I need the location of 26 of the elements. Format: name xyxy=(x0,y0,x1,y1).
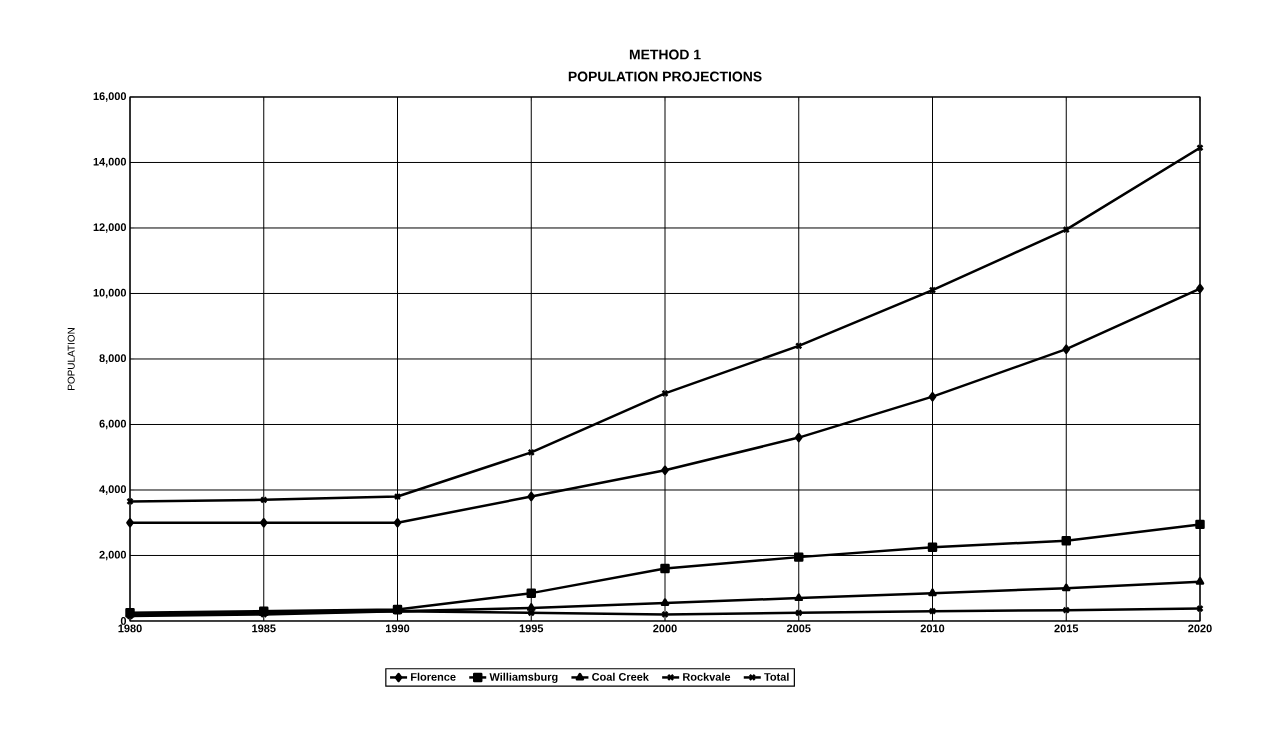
x-tick-label: 1980 xyxy=(118,624,142,633)
legend-label: Coal Creek xyxy=(592,672,649,681)
y-tick-label: 4,000 xyxy=(99,485,127,495)
x-tick-label: 1995 xyxy=(519,624,544,633)
legend-label: Rockvale xyxy=(683,672,731,681)
x-tick-label: 2010 xyxy=(920,624,945,633)
x-tick-label: 2005 xyxy=(786,624,811,633)
x-tick-label: 2020 xyxy=(1188,624,1212,633)
x-tick-label: 1985 xyxy=(252,624,276,633)
y-axis-title: POPULATION xyxy=(67,328,75,390)
x-tick-label: 2015 xyxy=(1054,624,1079,633)
chart-subtitle: POPULATION PROJECTIONS xyxy=(568,71,762,82)
y-tick-label: 6,000 xyxy=(99,419,127,430)
legend-label: Williamsburg xyxy=(489,672,558,683)
y-tick-label: 10,000 xyxy=(93,288,127,299)
y-tick-label: 14,000 xyxy=(93,157,127,168)
y-tick-label: 2,000 xyxy=(99,550,127,561)
y-tick-label: 0 xyxy=(120,617,127,625)
legend-label: Total xyxy=(764,672,789,681)
y-tick-label: 8,000 xyxy=(99,354,127,364)
y-tick-label: 12,000 xyxy=(93,223,127,233)
legend-label: Florence xyxy=(411,672,456,681)
x-tick-label: 1990 xyxy=(386,624,410,633)
x-tick-label: 2000 xyxy=(653,624,677,633)
y-tick-label: 16,000 xyxy=(93,92,127,102)
chart-title: METHOD 1 xyxy=(629,49,701,60)
